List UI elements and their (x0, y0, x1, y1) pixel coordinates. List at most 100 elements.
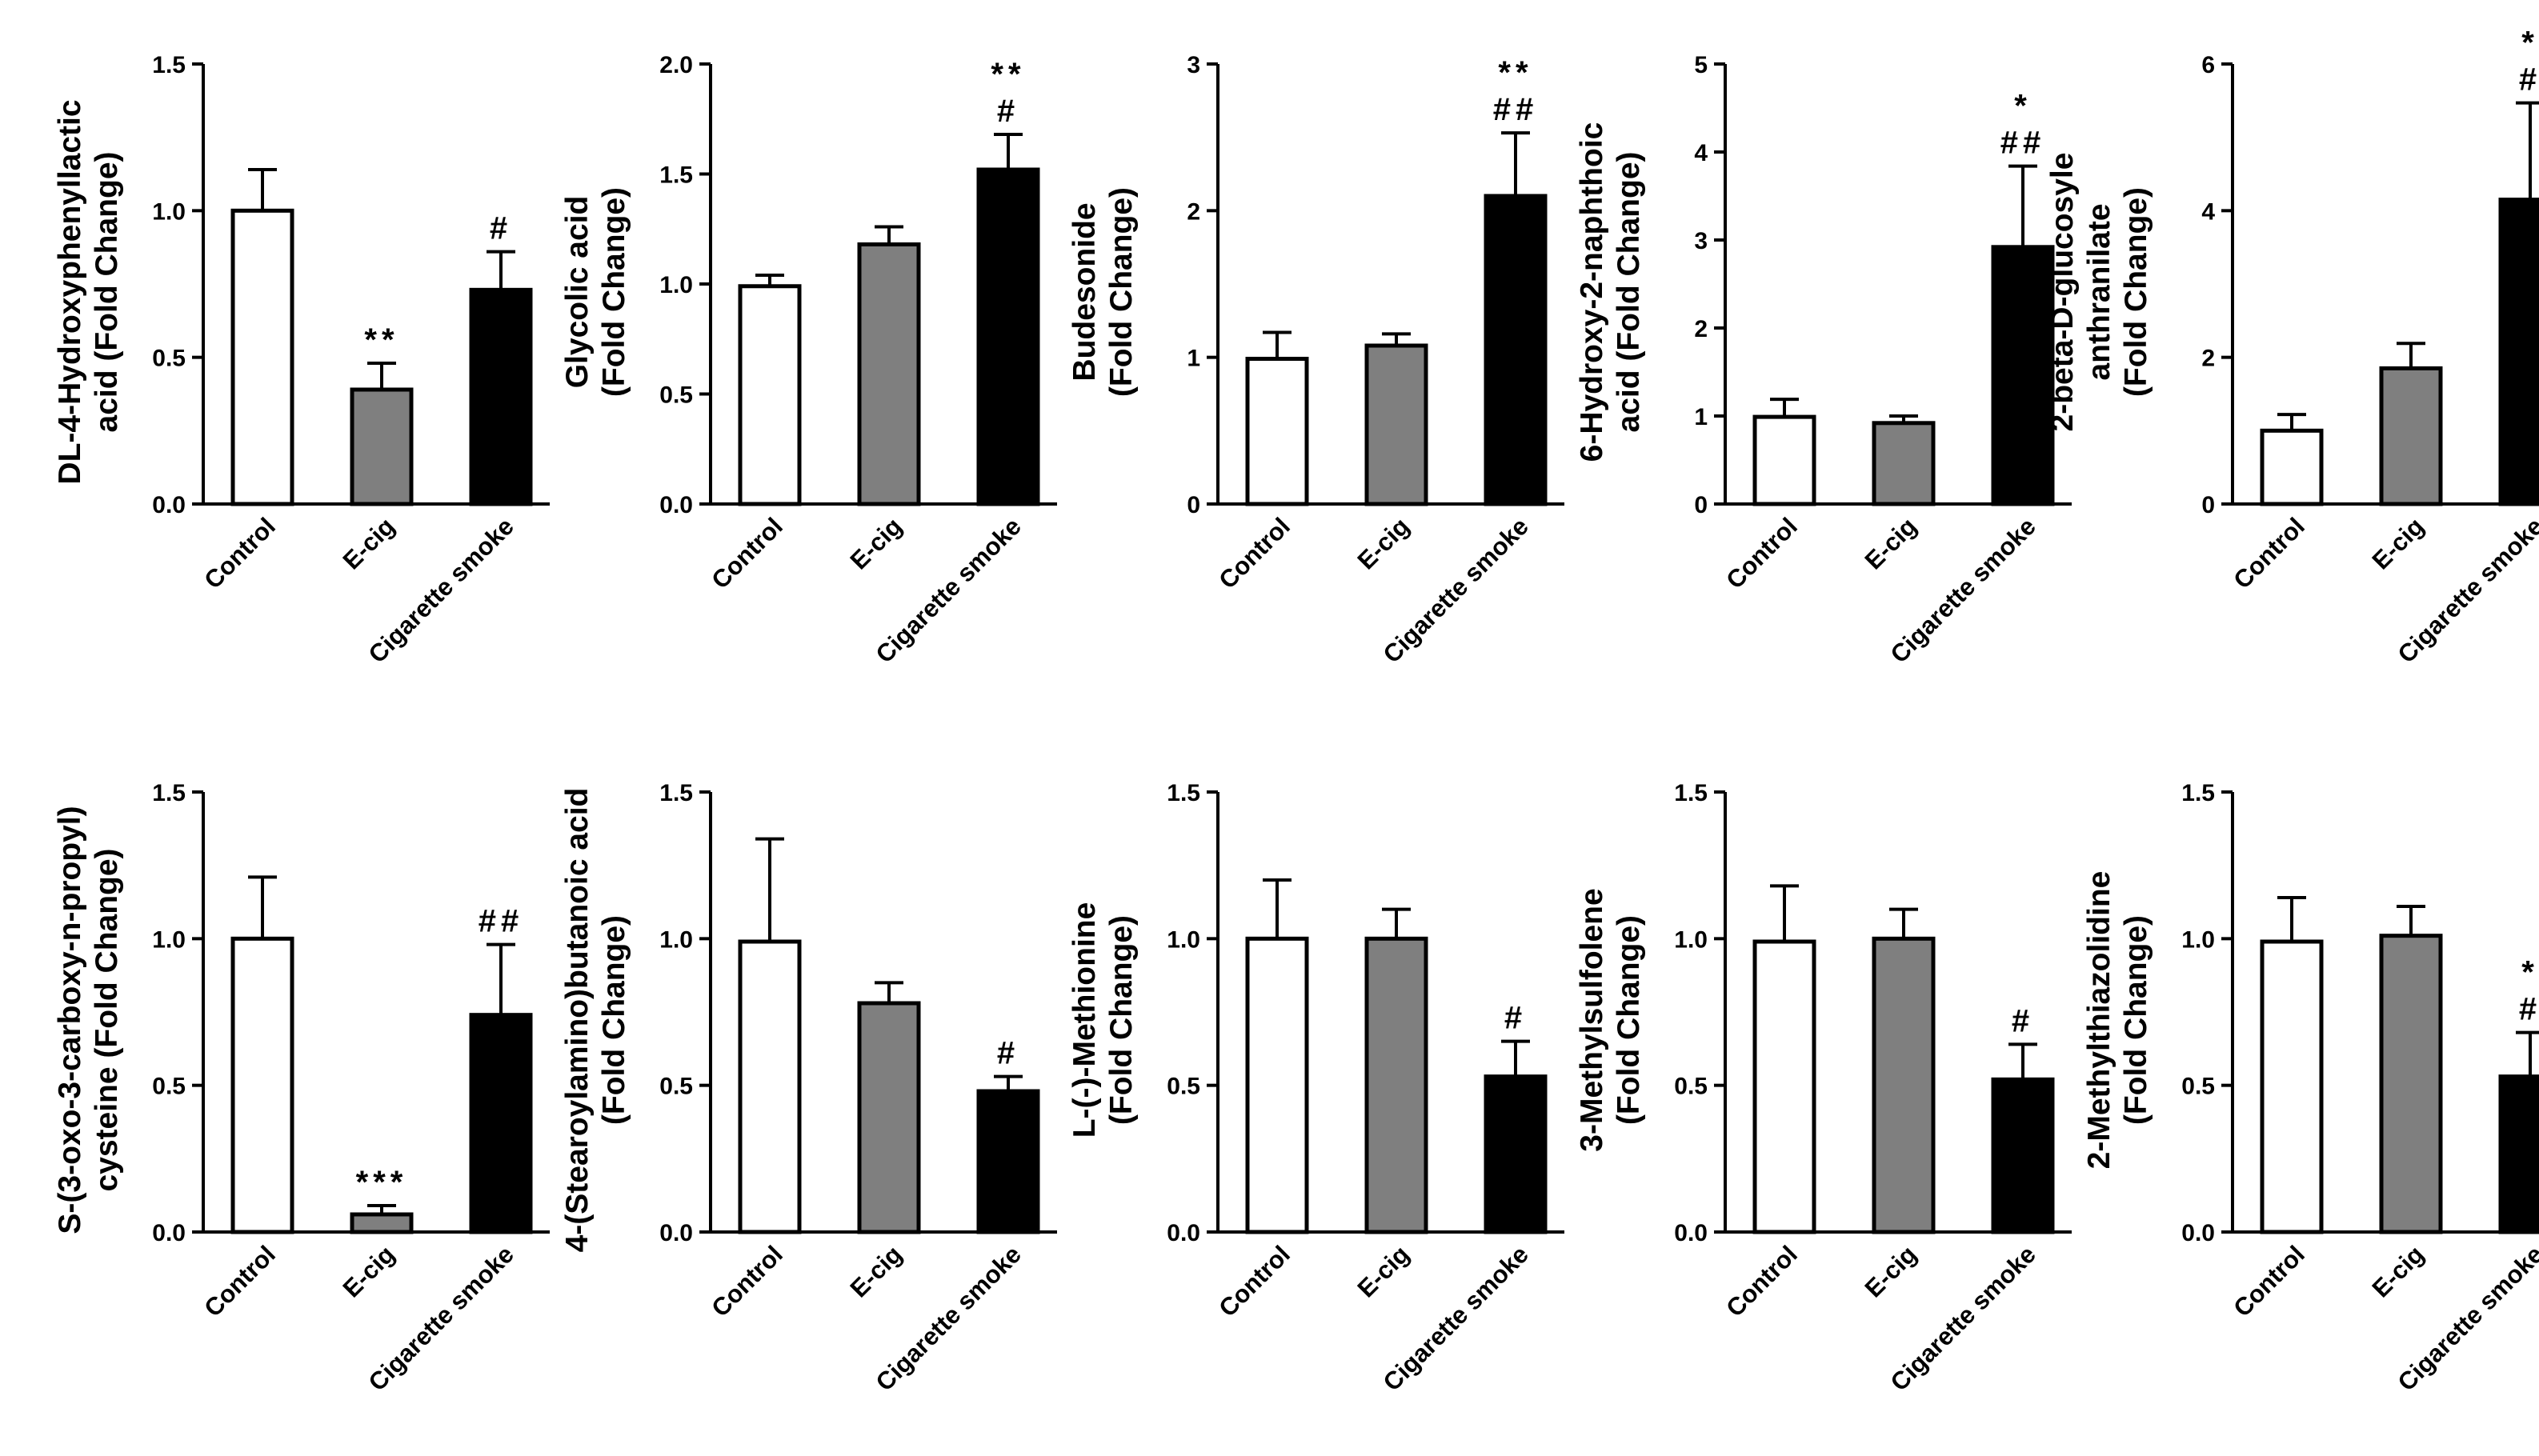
y-axis-title: (Fold Change) (1612, 915, 1646, 1125)
y-axis-title: (Fold Change) (597, 187, 631, 397)
bar (976, 167, 1040, 506)
bar (2498, 198, 2539, 506)
bar (738, 284, 802, 506)
significance-marker: # (997, 94, 1019, 129)
y-axis-title: (Fold Change) (2119, 915, 2153, 1125)
y-tick-label: 0.0 (152, 1220, 186, 1246)
bar-chart: 0.0 0.5 1.0 1.5 L-(-)-Methionine (Fold Change… (1067, 780, 1564, 1397)
y-tick-label: 0.0 (659, 1220, 693, 1246)
bar (857, 242, 921, 506)
category-label: Control (198, 1240, 281, 1322)
bar (230, 936, 294, 1234)
bar (1872, 421, 1936, 506)
y-axis-title: 6-Hydroxy-2-naphthoic (1575, 122, 1609, 462)
y-axis-title: S-(3-oxo-3-carboxy-n-propyl) (53, 806, 87, 1234)
significance-marker: ## (479, 904, 524, 939)
significance-marker: * (2521, 26, 2539, 61)
bar-chart: 0 1 2 3 4 5 6-Hydroxy-2-naphthoic acid (Fold Ch… (1575, 52, 2072, 669)
category-label: E-cig (338, 1240, 400, 1302)
y-axis-title: DL-4-Hydroxyphenyllactic (53, 99, 87, 484)
y-axis-title: 3-Methylsulfolene (1575, 888, 1609, 1151)
bar (350, 387, 414, 506)
y-tick-label: 1.5 (1167, 780, 1200, 806)
y-axis-title: (Fold Change) (2119, 187, 2153, 397)
category-label: E-cig (2367, 1240, 2429, 1302)
y-axis-title: L-(-)-Methionine (1067, 902, 1102, 1138)
y-tick-label: 1.5 (2181, 780, 2215, 806)
y-axis-title: acid (Fold Change) (1612, 152, 1646, 433)
category-label: Control (706, 1240, 788, 1322)
y-tick-label: 0.5 (152, 1074, 186, 1100)
bar-chart: 0 2 4 6 2-beta-D-glucosyle anthranilate (Fold … (2045, 26, 2539, 669)
category-label: E-cig (1352, 512, 1415, 574)
significance-marker: ** (1498, 55, 1532, 90)
bar-chart: 0.0 0.5 1.0 1.5 S-(3-oxo-3-carboxy-n-propyl)… (53, 780, 550, 1397)
bar (1752, 939, 1816, 1234)
y-axis-title: Glycolic acid (560, 196, 595, 389)
bar-chart: 0.0 0.5 1.0 1.5 4-(Stearoylamino)butanoic ac… (560, 780, 1057, 1397)
significance-marker: *** (356, 1165, 408, 1200)
y-tick-label: 0.0 (659, 492, 693, 518)
y-tick-label: 1.5 (659, 162, 693, 189)
y-tick-label: 4 (2201, 198, 2215, 225)
bar (469, 1013, 533, 1234)
category-label: Control (1213, 1240, 1296, 1322)
bar (1245, 936, 1309, 1234)
significance-marker: # (2519, 992, 2539, 1027)
bar (1245, 357, 1309, 506)
bar-chart: 0.0 0.5 1.0 1.5 2-Methylthiazolidine (Fold Ch… (2082, 780, 2539, 1397)
y-tick-label: 1.5 (1674, 780, 1708, 806)
chart-panel: 0.0 0.5 1.0 1.5 DL-4-Hydroxyphenyllactic acid… (0, 0, 550, 728)
chart-panel: 0.0 0.5 1.0 1.5 4-(Stearoylamino)butanoic ac… (507, 728, 1057, 1456)
category-label: E-cig (1352, 1240, 1415, 1302)
y-tick-label: 1.5 (152, 780, 186, 806)
bar (230, 208, 294, 506)
significance-marker: # (490, 211, 512, 246)
y-tick-label: 2.0 (659, 52, 693, 78)
chart-panel: 0 2 4 6 2-beta-D-glucosyle anthranilate (Fold … (2029, 0, 2539, 728)
y-axis-title: acid (Fold Change) (90, 152, 124, 433)
bar (1484, 194, 1548, 506)
significance-marker: # (2519, 62, 2539, 98)
y-axis-title: Budesonide (1067, 202, 1102, 381)
y-tick-label: 6 (2201, 52, 2215, 78)
bar-chart: 0.0 0.5 1.0 1.5 3-Methylsulfolene (Fold Chang… (1575, 780, 2072, 1397)
bar (2260, 428, 2324, 506)
y-tick-label: 0.5 (1167, 1074, 1200, 1100)
bar (1364, 343, 1428, 506)
y-tick-label: 0.0 (1674, 1220, 1708, 1246)
significance-marker: ## (1493, 92, 1539, 127)
y-axis-title: 2-Methylthiazolidine (2082, 871, 2117, 1170)
bar (2379, 366, 2443, 506)
y-tick-label: 5 (1694, 52, 1708, 78)
category-label: Control (1720, 1240, 1803, 1322)
bar (1872, 936, 1936, 1234)
y-tick-label: 1.0 (1167, 926, 1200, 953)
chart-panel: 0.0 0.5 1.0 1.5 2-Methylthiazolidine (Fold Ch… (2029, 728, 2539, 1456)
bar (857, 1001, 921, 1234)
y-tick-label: 2 (1187, 198, 1200, 225)
y-tick-label: 0.0 (1167, 1220, 1200, 1246)
chart-panel: 0.0 0.5 1.0 1.5 3-Methylsulfolene (Fold Chang… (1522, 728, 2072, 1456)
bar (738, 939, 802, 1234)
bar (2379, 934, 2443, 1234)
category-label: E-cig (845, 1240, 907, 1302)
bar (1364, 936, 1428, 1234)
significance-marker: * (2014, 89, 2032, 124)
bar (1752, 414, 1816, 506)
y-axis-title: (Fold Change) (1104, 915, 1139, 1125)
category-label: E-cig (338, 512, 400, 574)
y-tick-label: 0.5 (152, 346, 186, 372)
y-tick-label: 0.0 (2181, 1220, 2215, 1246)
y-tick-label: 0.0 (152, 492, 186, 518)
chart-panel: 0 1 2 3 Budesonide (Fold Change) Control E-cig *… (1015, 0, 1564, 728)
y-tick-label: 1 (1187, 346, 1200, 372)
y-tick-label: 2 (2201, 346, 2215, 372)
y-tick-label: 0 (1694, 492, 1708, 518)
y-tick-label: 1.0 (659, 272, 693, 298)
y-axis-title: cysteine (Fold Change) (90, 848, 124, 1191)
chart-panel: 0.0 0.5 1.0 1.5 L-(-)-Methionine (Fold Change… (1015, 728, 1564, 1456)
y-axis-title: 2-beta-D-glucosyle (2045, 153, 2080, 432)
significance-marker: ** (364, 322, 398, 358)
y-tick-label: 1.0 (1674, 926, 1708, 953)
